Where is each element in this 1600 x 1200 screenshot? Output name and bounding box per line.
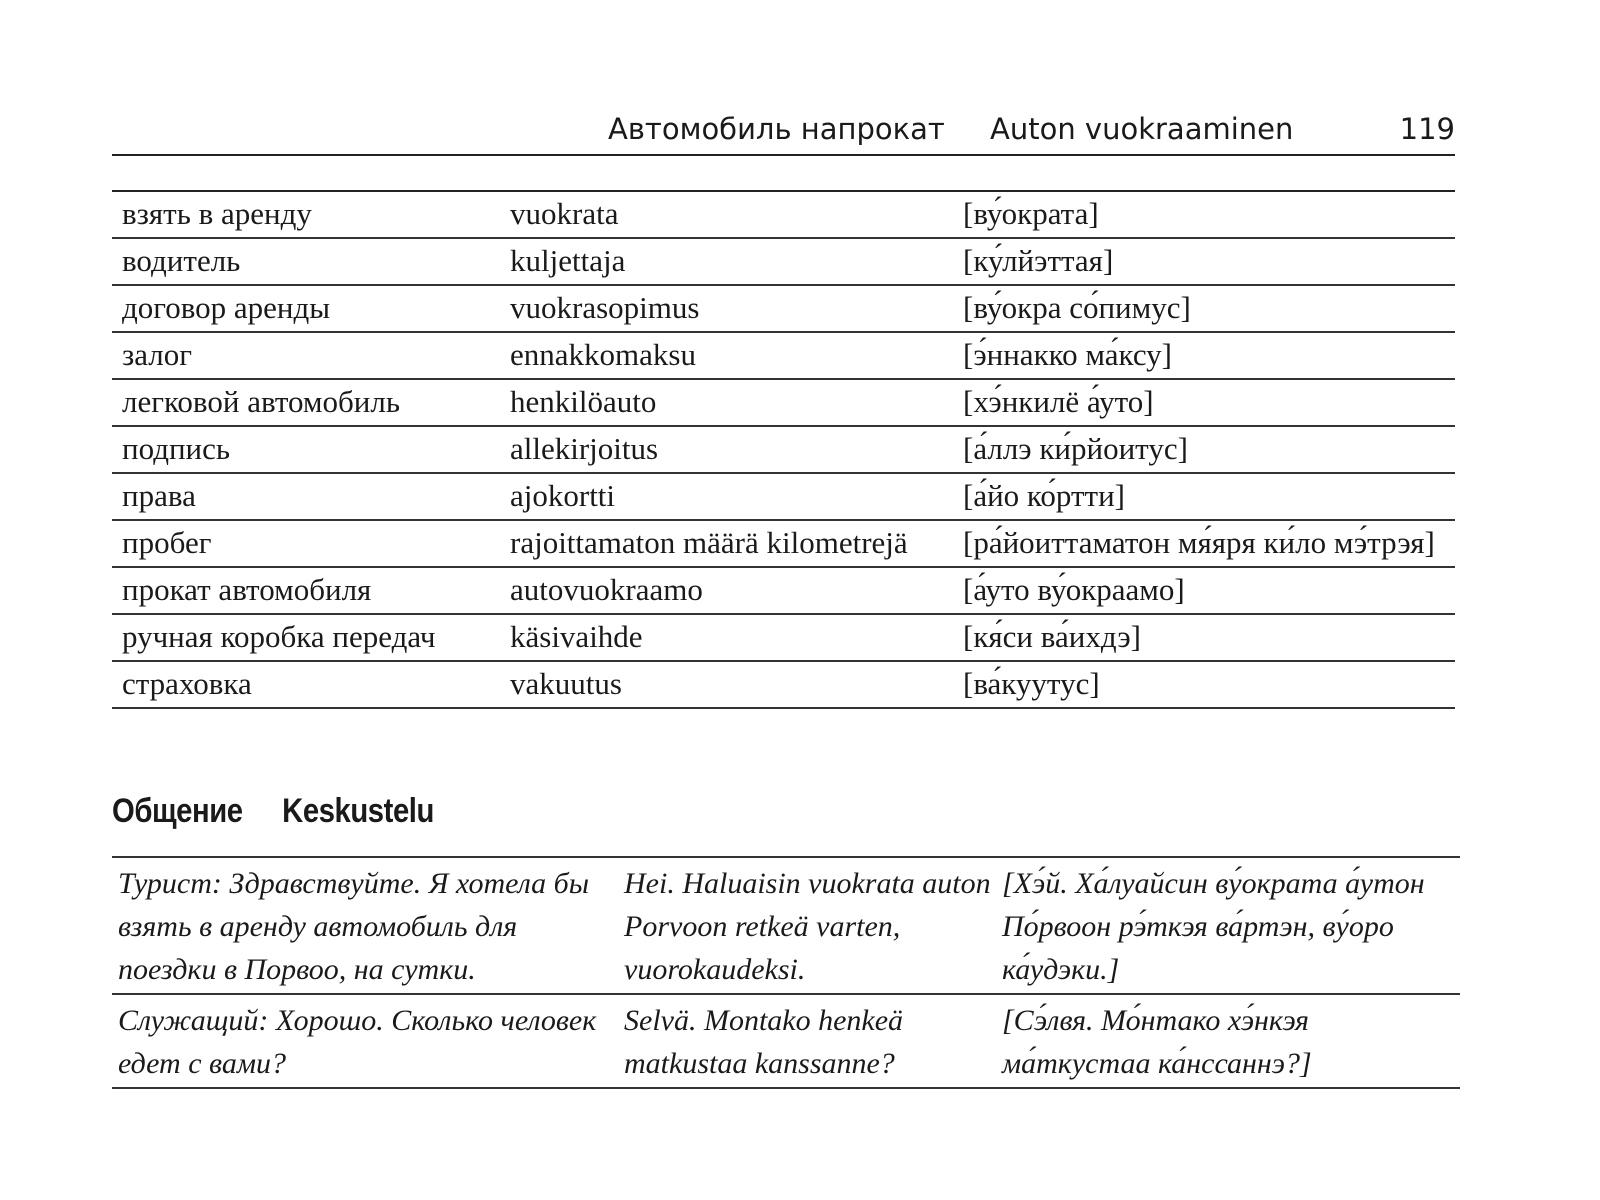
cell-ru: ручная коробка передач: [112, 614, 500, 662]
cell-ru: залог: [112, 332, 500, 380]
cell-fi: allekirjoitus: [500, 426, 953, 474]
vocab-row: залог ennakkomaksu [э́ннакко ма́ксу]: [112, 332, 1455, 380]
cell-fi: vakuutus: [500, 661, 953, 709]
header-title-fi: Auton vuokraaminen: [990, 112, 1294, 146]
cell-tr: [ва́куутус]: [953, 661, 1455, 709]
vocab-row: пробег rajoittamaton määrä kilometrejä [ра…: [112, 520, 1455, 568]
cell-tr: [ву́ократа]: [953, 191, 1455, 239]
dialog-row: Служащий: Хорошо. Сколько человек едет с…: [112, 994, 1460, 1089]
cell-fi: vuokrata: [500, 191, 953, 239]
cell-tr: [Хэ́й. Ха́луайсин ву́ократа а́утон По́рв…: [996, 857, 1460, 995]
cell-ru: водитель: [112, 238, 500, 286]
cell-tr: [кя́си ва́ихдэ]: [953, 614, 1455, 662]
cell-tr: [а́уто ву́окраамо]: [953, 567, 1455, 615]
vocab-row: прокат автомобиля autovuokraamo [а́уто ву́…: [112, 567, 1455, 615]
vocab-row: водитель kuljettaja [ку́лйэттая]: [112, 238, 1455, 286]
cell-ru: прокат автомобиля: [112, 567, 500, 615]
cell-ru: договор аренды: [112, 285, 500, 333]
vocab-row: права ajokortti [а́йо ко́ртти]: [112, 473, 1455, 521]
section-title-ru: Общение: [112, 792, 243, 830]
section-heading: Общение Keskustelu: [112, 792, 473, 831]
cell-tr: [хэ́нкилё а́уто]: [953, 379, 1455, 427]
vocab-row: договор аренды vuokrasopimus [ву́окра со́п…: [112, 285, 1455, 333]
cell-ru: права: [112, 473, 500, 521]
vocab-row: ручная коробка передач käsivaihde [кя́си в…: [112, 614, 1455, 662]
vocab-row: взять в аренду vuokrata [ву́ократа]: [112, 191, 1455, 239]
cell-fi: ennakkomaksu: [500, 332, 953, 380]
cell-ru: пробег: [112, 520, 500, 568]
cell-fi: vuokrasopimus: [500, 285, 953, 333]
cell-ru: Служащий: Хорошо. Сколько человек едет с…: [112, 994, 618, 1089]
vocab-row: легковой автомобиль henkilöauto [хэ́нкилё …: [112, 379, 1455, 427]
cell-fi: Selvä. Montako henkeä matkustaa kanssann…: [618, 994, 996, 1089]
cell-ru: легковой автомобиль: [112, 379, 500, 427]
header-title-ru: Автомобиль напрокат: [608, 112, 945, 146]
cell-ru: страховка: [112, 661, 500, 709]
vocab-row: страховка vakuutus [ва́куутус]: [112, 661, 1455, 709]
dialog-table: Турист: Здравствуйте. Я хотела бы взять …: [112, 856, 1460, 1089]
page-number: 119: [1399, 112, 1455, 146]
cell-tr: [ву́окра со́пимус]: [953, 285, 1455, 333]
cell-fi: rajoittamaton määrä kilometrejä: [500, 520, 953, 568]
running-header: Автомобиль напрокат Auton vuokraaminen 1…: [112, 108, 1455, 156]
cell-tr: [Сэ́лвя. Мо́нтако хэ́нкэя ма́ткустаа ка́…: [996, 994, 1460, 1089]
section-title-fi: Keskustelu: [282, 792, 434, 830]
cell-fi: kuljettaja: [500, 238, 953, 286]
vocabulary-table: взять в аренду vuokrata [ву́ократа] водител…: [112, 190, 1455, 709]
cell-ru: подпись: [112, 426, 500, 474]
cell-tr: [ку́лйэттая]: [953, 238, 1455, 286]
cell-tr: [а́йо ко́ртти]: [953, 473, 1455, 521]
cell-fi: autovuokraamo: [500, 567, 953, 615]
cell-tr: [ра́йоиттаматон мя́яря ки́ло мэ́трэя]: [953, 520, 1455, 568]
dialog-row: Турист: Здравствуйте. Я хотела бы взять …: [112, 857, 1460, 995]
cell-tr: [э́ннакко ма́ксу]: [953, 332, 1455, 380]
cell-fi: käsivaihde: [500, 614, 953, 662]
cell-tr: [а́ллэ ки́рйоитус]: [953, 426, 1455, 474]
cell-fi: henkilöauto: [500, 379, 953, 427]
vocab-row: подпись allekirjoitus [а́ллэ ки́рйоитус]: [112, 426, 1455, 474]
cell-ru: Турист: Здравствуйте. Я хотела бы взять …: [112, 857, 618, 995]
cell-ru: взять в аренду: [112, 191, 500, 239]
cell-fi: ajokortti: [500, 473, 953, 521]
cell-fi: Hei. Haluaisin vuokrata auton Porvoon re…: [618, 857, 996, 995]
